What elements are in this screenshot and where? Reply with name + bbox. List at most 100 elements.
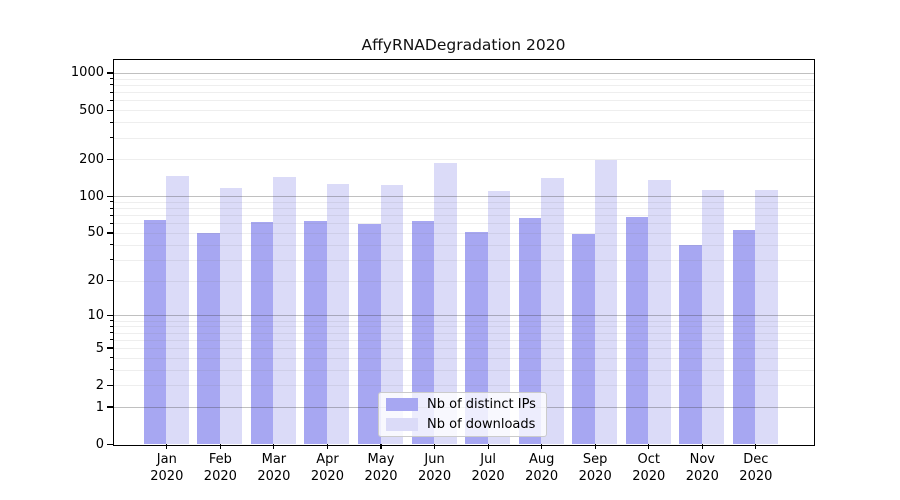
- y-minor-tick-mark: [109, 84, 113, 86]
- x-tick-label-dec: Dec 2020: [726, 452, 786, 485]
- y-tick-label: 1: [95, 399, 104, 415]
- bar-downloads-nov: [701, 190, 725, 445]
- grid-minor-line: [113, 223, 814, 225]
- y-minor-tick-mark: [109, 339, 113, 341]
- y-minor-tick-mark: [109, 99, 113, 101]
- x-tick-label-apr: Apr 2020: [297, 452, 357, 485]
- x-label-month: Jul: [480, 452, 496, 468]
- x-label-month: Apr: [316, 452, 339, 468]
- bar-downloads-jul: [487, 191, 511, 445]
- bar-downloads-may: [380, 185, 403, 445]
- grid-minor-line: [113, 339, 814, 341]
- grid-minor-line: [113, 122, 814, 124]
- x-tick-mark: [487, 444, 489, 450]
- grid-minor-line: [113, 232, 814, 234]
- grid-major-line: [113, 315, 814, 317]
- x-label-month: Nov: [689, 452, 715, 468]
- grid-minor-line: [113, 385, 814, 387]
- grid-minor-line: [113, 78, 814, 80]
- x-tick-label-aug: Aug 2020: [512, 452, 572, 485]
- x-tick-label-jan: Jan 2020: [137, 452, 197, 485]
- x-tick-mark: [433, 444, 436, 450]
- grid-major-line: [113, 196, 814, 198]
- x-label-year: 2020: [203, 468, 237, 484]
- bar-distinct-ips-mar: [250, 222, 274, 445]
- grid-minor-line: [113, 159, 814, 161]
- bar-distinct-ips-jan: [143, 219, 167, 445]
- x-label-year: 2020: [257, 468, 291, 484]
- x-tick-mark: [380, 444, 382, 450]
- bar-downloads-dec: [755, 190, 778, 445]
- x-tick-mark: [648, 444, 650, 450]
- x-label-year: 2020: [150, 468, 184, 484]
- y-tick-mark: [107, 443, 113, 445]
- legend-swatch-distinct-ips: [386, 398, 418, 411]
- y-tick-label: 5: [95, 340, 104, 356]
- y-minor-tick-mark: [109, 207, 113, 209]
- x-label-year: 2020: [471, 468, 505, 484]
- x-tick-label-nov: Nov 2020: [672, 452, 732, 485]
- bar-distinct-ips-jul: [465, 231, 488, 445]
- y-tick-label: 0: [95, 436, 104, 452]
- legend-label-downloads: Nb of downloads: [427, 417, 536, 432]
- y-tick-mark: [107, 158, 113, 160]
- x-tick-label-sep: Sep 2020: [565, 452, 625, 485]
- x-label-year: 2020: [310, 468, 344, 484]
- legend-swatch-downloads: [386, 418, 418, 431]
- y-minor-tick-mark: [109, 78, 113, 80]
- bar-distinct-ips-may: [358, 224, 381, 445]
- y-tick-label: 2: [95, 377, 104, 393]
- bar-downloads-oct: [648, 180, 671, 445]
- x-label-year: 2020: [632, 468, 666, 484]
- bar-distinct-ips-jun: [411, 220, 435, 445]
- legend-label-distinct-ips: Nb of distinct IPs: [427, 397, 536, 412]
- x-tick-label-oct: Oct 2020: [619, 452, 679, 485]
- x-tick-mark: [326, 444, 329, 450]
- y-tick-mark: [107, 72, 113, 74]
- x-tick-label-jun: Jun 2020: [405, 452, 465, 485]
- bar-downloads-feb: [219, 188, 243, 445]
- x-label-year: 2020: [525, 468, 559, 484]
- y-minor-tick-mark: [109, 222, 113, 224]
- bar-distinct-ips-apr: [304, 220, 327, 445]
- y-minor-tick-mark: [109, 244, 113, 246]
- x-label-year: 2020: [739, 468, 773, 484]
- x-label-month: Feb: [208, 452, 232, 468]
- y-minor-tick-mark: [109, 325, 113, 327]
- x-tick-mark: [273, 444, 275, 450]
- bar-downloads-jan: [166, 175, 189, 445]
- bar-distinct-ips-nov: [679, 244, 702, 445]
- legend-entry-downloads: Nb of downloads: [379, 415, 546, 435]
- x-tick-label-may: May 2020: [351, 452, 411, 485]
- y-tick-label: 500: [79, 102, 104, 118]
- y-minor-tick-mark: [109, 201, 113, 203]
- x-tick-label-mar: Mar 2020: [244, 452, 304, 485]
- y-minor-tick-mark: [109, 320, 113, 322]
- grid-minor-line: [113, 369, 814, 371]
- y-minor-tick-mark: [109, 214, 113, 216]
- grid-minor-line: [113, 215, 814, 217]
- y-tick-mark: [107, 384, 113, 386]
- grid-minor-line: [113, 348, 814, 349]
- y-tick-mark: [107, 280, 113, 282]
- bar-downloads-mar: [273, 176, 296, 445]
- bar-distinct-ips-aug: [518, 218, 542, 445]
- x-label-year: 2020: [578, 468, 612, 484]
- x-tick-mark: [541, 444, 543, 450]
- y-minor-tick-mark: [109, 121, 113, 123]
- x-label-year: 2020: [418, 468, 452, 484]
- y-tick-label: 50: [87, 225, 104, 241]
- x-tick-label-jul: Jul 2020: [458, 452, 518, 485]
- bar-distinct-ips-sep: [572, 234, 595, 445]
- x-label-month: Oct: [637, 452, 660, 468]
- x-tick-mark: [594, 444, 596, 450]
- y-minor-tick-mark: [109, 137, 113, 139]
- x-label-month: May: [367, 452, 395, 468]
- bar-downloads-apr: [326, 184, 350, 445]
- grid-minor-line: [113, 244, 814, 246]
- x-tick-mark: [219, 444, 221, 450]
- grid-minor-line: [113, 357, 814, 359]
- grid-minor-line: [113, 92, 814, 94]
- grid-minor-line: [113, 326, 814, 328]
